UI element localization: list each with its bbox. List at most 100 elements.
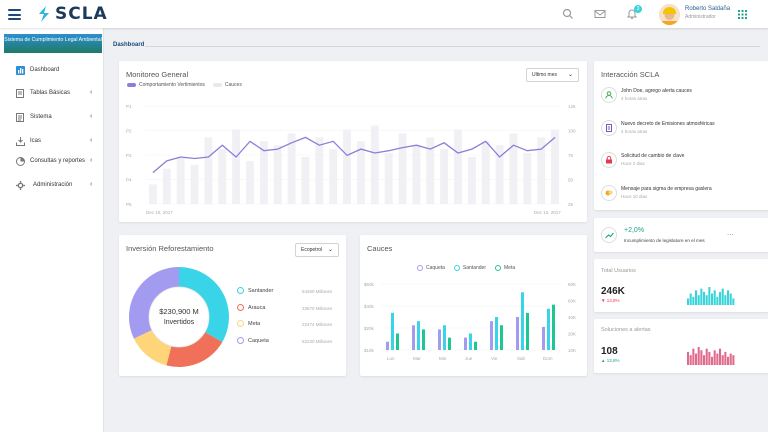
bar (516, 317, 519, 350)
activity-item[interactable]: Nuevo decreto de Emisiones atmosféricas … (600, 120, 760, 150)
bar (526, 312, 529, 350)
inversion-title: Inversión Reforestamiento (126, 244, 214, 253)
spark-bar (700, 350, 703, 365)
bar (521, 292, 524, 350)
activity-item[interactable]: Mensaje para sigma de empresa gaslera Ha… (600, 185, 760, 215)
x-tick-label: Sab (517, 356, 526, 361)
cumplimiento-card (594, 218, 768, 252)
sidebar-item-sistema[interactable]: Sistema ‹ (0, 108, 104, 126)
bar (412, 145, 421, 204)
spark-bar (708, 351, 711, 365)
soluciones-value: 108 (601, 346, 618, 357)
bar (190, 164, 199, 204)
bar (259, 141, 268, 204)
bar (315, 137, 324, 204)
cauces-legend: Caqueta Santander Meta (417, 265, 515, 271)
spark-bar (705, 295, 708, 305)
bar (343, 129, 351, 204)
bar (232, 129, 241, 204)
inversion-donut (129, 267, 229, 367)
soluciones-sparkbar (687, 347, 735, 365)
avatar[interactable] (659, 4, 680, 25)
bar (329, 149, 338, 204)
spark-bar (689, 293, 692, 305)
sidebar-item-label: Administración (33, 182, 73, 188)
bar (396, 333, 399, 350)
bar (547, 308, 550, 350)
logo-mark-icon (39, 6, 49, 22)
legend-label: Comportamiento Vertimientos (139, 82, 205, 88)
logo[interactable]: SCLA (36, 4, 108, 24)
bar (438, 329, 441, 350)
activity-item[interactable]: Solicitud de cambio de clave Hace 2 dias (600, 152, 760, 182)
bar (417, 321, 420, 350)
legend-value: 33670 Millones (302, 306, 333, 311)
company-dropdown[interactable]: Ecopetrol ⌄ (295, 243, 339, 257)
sidebar-title: Sistema de Cumplimiento Legal Ambiental (4, 34, 102, 53)
activity-title: John Doe, agrego alerta cauces (621, 88, 692, 94)
sidebar-item-label: Consultas y reportes (30, 158, 86, 164)
search-icon[interactable] (562, 8, 574, 20)
spark-bar (713, 350, 716, 365)
spark-bar (687, 351, 690, 365)
x-tick-label: Dec 10, 2017 (534, 210, 561, 215)
sidebar-item-label: Sistema (30, 114, 52, 120)
sidebar-item-tablas-basicas[interactable]: Tablas Básicas ‹ (0, 84, 104, 102)
legend-value: 52230 Millones (302, 339, 333, 344)
spark-bar (711, 293, 714, 305)
chevron-left-icon: ‹ (90, 89, 93, 96)
menu-icon[interactable] (8, 9, 21, 20)
sidebar-item-administracion[interactable]: Administración ‹ (0, 176, 104, 194)
spark-bar (711, 356, 714, 365)
donut-slice (179, 267, 229, 343)
mail-icon[interactable] (594, 8, 606, 20)
bar (287, 133, 296, 204)
table-icon (15, 88, 25, 98)
donut-slice (166, 332, 223, 367)
x-tick-label: Dom (543, 356, 553, 361)
legend-label: Meta (503, 265, 516, 271)
change-value: 13,8% (606, 358, 620, 363)
total-usuarios-title: Total Usuarios (601, 268, 636, 274)
sidebar-item-dashboard[interactable]: Dashboard (0, 61, 104, 79)
trend-up-icon (601, 227, 617, 243)
bar (162, 168, 171, 204)
y-right-tick-label: 20K (568, 332, 576, 337)
cauces-chart: $60k $40k $20k $10k 80K 60K 40K 20K 10K Lun Mar Mie… (364, 282, 576, 361)
bell-icon[interactable] (626, 8, 638, 20)
legend-label: Meta (248, 321, 261, 327)
donut-slice (133, 329, 172, 366)
cauces-card (360, 235, 587, 376)
cumplimiento-label: Incumplimiento de legislature en el mes (624, 238, 705, 243)
bar (426, 137, 435, 204)
period-dropdown-value: Ultimo mes (532, 72, 558, 78)
user-role: Administrador (685, 14, 716, 20)
spark-bar (727, 290, 730, 305)
breadcrumb[interactable]: Dashboard (113, 42, 145, 48)
sidebar-item-consultas[interactable]: Consultas y reportes ‹ (0, 152, 104, 170)
period-dropdown[interactable]: Ultimo mes ⌄ (526, 68, 579, 82)
legend-value: 54260 Millones (302, 289, 333, 294)
spark-bar (721, 355, 724, 365)
activity-title: Nuevo decreto de Emisiones atmosféricas (621, 121, 715, 127)
spark-bar (724, 295, 727, 305)
legend-dot (494, 265, 501, 271)
user-name[interactable]: Roberto Saldaña (685, 6, 731, 12)
spark-bar (719, 348, 722, 365)
more-options-icon[interactable]: ... (727, 228, 734, 237)
y-tick-label: $10k (364, 348, 375, 353)
chevron-down-icon: ⌄ (567, 72, 573, 78)
donut-center-value: $230,900 M (159, 307, 199, 316)
spark-bar (705, 348, 708, 365)
divider (145, 46, 760, 47)
activity-item[interactable]: John Doe, agrego alerta cauces 4 horas a… (600, 87, 760, 117)
activity-title: Solicitud de cambio de clave (621, 153, 685, 159)
soluciones-title: Soluciones a alertas (601, 327, 651, 333)
sidebar-item-icas[interactable]: Icas ‹ (0, 132, 104, 150)
y-tick-label: P3 (126, 153, 132, 158)
series-line (152, 136, 556, 174)
apps-grid-icon[interactable] (738, 10, 747, 19)
legend-dot (453, 265, 460, 271)
x-tick-label: Vie (491, 356, 498, 361)
bar (370, 125, 379, 204)
